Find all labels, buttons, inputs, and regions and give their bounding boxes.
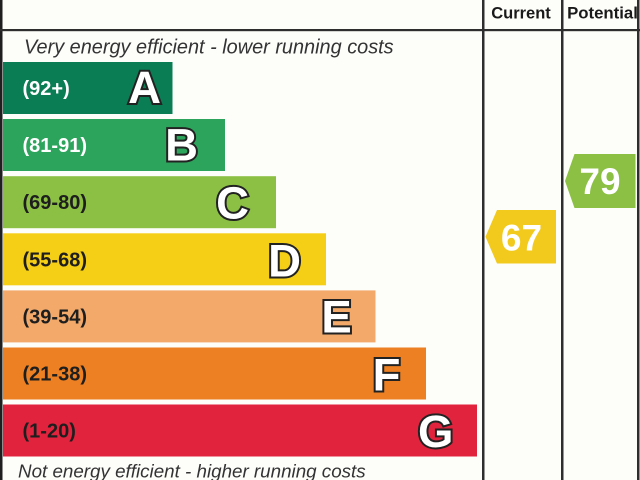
svg-text:G: G xyxy=(418,406,453,457)
svg-text:(39-54): (39-54) xyxy=(23,306,87,328)
svg-text:(92+): (92+) xyxy=(23,78,70,100)
svg-text:Potential: Potential xyxy=(567,4,638,23)
svg-text:Not energy efficient - higher: Not energy efficient - higher running co… xyxy=(18,461,366,480)
svg-text:67: 67 xyxy=(501,218,542,259)
svg-text:B: B xyxy=(165,119,198,170)
svg-text:(69-80): (69-80) xyxy=(23,192,87,214)
svg-text:Current: Current xyxy=(491,5,551,23)
svg-text:Very energy efficient - lower: Very energy efficient - lower running co… xyxy=(24,36,394,58)
svg-text:(1-20): (1-20) xyxy=(23,421,76,443)
svg-text:(55-68): (55-68) xyxy=(23,249,87,271)
svg-text:E: E xyxy=(321,291,351,342)
svg-text:(81-91): (81-91) xyxy=(23,135,87,157)
svg-text:(21-38): (21-38) xyxy=(23,364,87,386)
svg-text:A: A xyxy=(128,62,161,113)
svg-text:C: C xyxy=(216,177,249,228)
svg-text:F: F xyxy=(373,350,401,401)
svg-text:79: 79 xyxy=(579,161,620,202)
svg-text:D: D xyxy=(268,236,301,287)
